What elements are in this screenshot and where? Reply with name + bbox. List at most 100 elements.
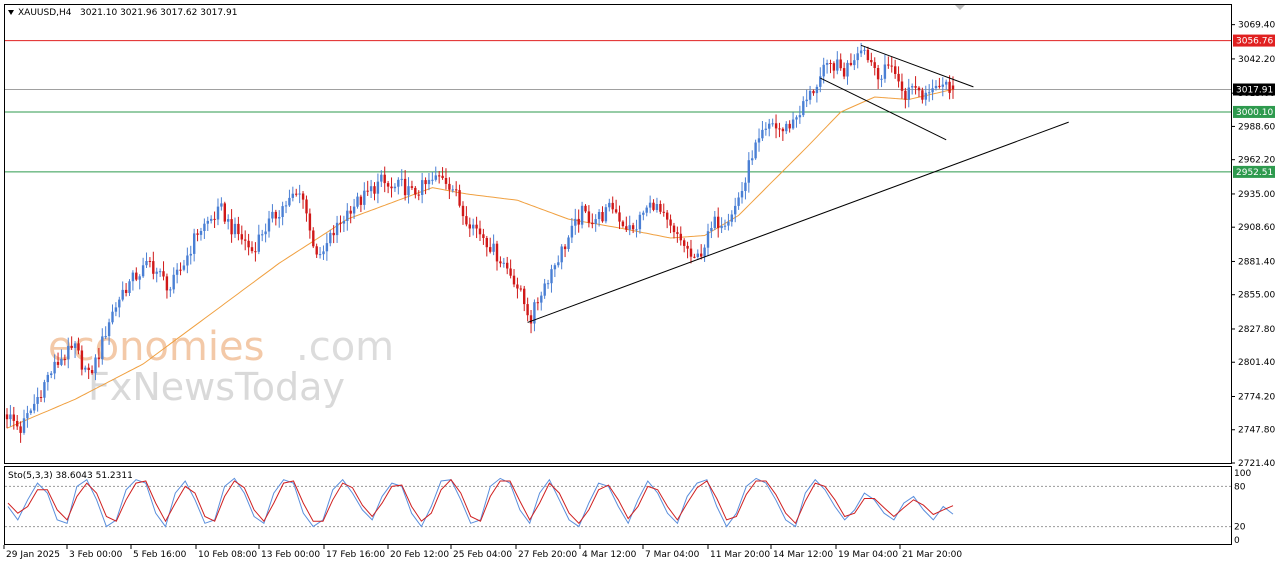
y-tick-label: 3042.20: [1238, 55, 1275, 65]
candle-body: [128, 281, 131, 293]
candle-body: [26, 413, 29, 419]
y-tick-label: 2801.40: [1238, 358, 1275, 368]
candle-body: [12, 414, 15, 421]
candle-body: [897, 73, 900, 82]
candle-body: [771, 123, 774, 125]
candle-body: [914, 86, 917, 88]
reference-lines: [5, 40, 1231, 173]
candle-body: [662, 211, 665, 213]
candle-body: [244, 239, 247, 241]
y-tick-label: 2962.20: [1238, 156, 1275, 166]
candle-body: [478, 228, 482, 235]
candle-body: [890, 65, 893, 67]
candle-body: [938, 85, 941, 87]
candle-body: [19, 426, 22, 433]
x-tick-label: 3 Feb 00:00: [69, 550, 123, 560]
candle-body: [529, 315, 533, 324]
candle-body: [458, 190, 461, 206]
candle-body: [376, 181, 380, 194]
candle-body: [56, 361, 60, 365]
candle-body: [652, 202, 655, 210]
price-badge: [1233, 34, 1275, 47]
candle-body: [873, 62, 876, 68]
candle-body: [516, 284, 519, 289]
candle-body: [318, 254, 322, 256]
candle-body: [366, 190, 369, 192]
y-tick-label: 2908.60: [1238, 223, 1275, 233]
candle-body: [876, 68, 880, 80]
candle-body: [540, 295, 543, 303]
candle-body: [145, 261, 148, 266]
candle-body: [182, 265, 186, 270]
candle-body: [921, 90, 924, 100]
candle-body: [849, 62, 853, 65]
candle-body: [124, 289, 128, 293]
trendline: [820, 77, 947, 141]
candle-body: [383, 174, 386, 184]
candle-body: [267, 218, 271, 232]
candle-body: [768, 123, 771, 129]
candle-body: [5, 414, 9, 420]
candle-body: [700, 253, 703, 257]
stoch-tick-label: 100: [1234, 469, 1251, 479]
candle-body: [325, 243, 329, 252]
candle-body: [917, 87, 921, 91]
x-tick-label: 19 Mar 04:00: [838, 550, 898, 560]
candle-body: [557, 262, 560, 266]
candle-body: [778, 128, 781, 130]
candle-body: [672, 225, 676, 233]
candle-body: [332, 232, 335, 236]
candle-body: [114, 307, 118, 312]
candle-body: [36, 397, 39, 404]
candle-body: [706, 231, 710, 248]
candle-body: [131, 272, 135, 282]
x-tick-label: 17 Feb 16:00: [326, 550, 385, 560]
candle-body: [400, 178, 403, 180]
candle-body: [141, 265, 145, 277]
candle-body: [866, 49, 870, 61]
candle-body: [608, 202, 611, 208]
candle-body: [832, 63, 836, 71]
candle-body: [22, 418, 26, 433]
candle-body: [431, 179, 434, 181]
candle-body: [73, 343, 77, 348]
candle-body: [70, 345, 73, 348]
candle-body: [438, 175, 441, 177]
candle-body: [737, 197, 740, 206]
candle-body: [723, 225, 727, 227]
candle-body: [560, 246, 563, 263]
candle-body: [951, 85, 955, 90]
x-tick-label: 13 Feb 00:00: [261, 550, 320, 560]
scroll-marker-icon[interactable]: [955, 5, 965, 10]
candle-body: [696, 253, 699, 257]
candle-body: [785, 123, 788, 132]
candle-body: [39, 397, 43, 398]
candle-body: [819, 76, 822, 87]
candle-body: [50, 373, 53, 375]
candle-body: [175, 269, 179, 275]
candle-body: [836, 59, 839, 71]
candle-body: [369, 186, 373, 192]
candle-body: [339, 222, 342, 224]
candle-body: [536, 302, 539, 304]
candle-body: [33, 403, 36, 411]
candle-body: [261, 234, 264, 236]
candle-body: [666, 212, 669, 220]
candle-body: [363, 190, 366, 205]
triangle-down-icon[interactable]: [8, 10, 14, 15]
candle-body: [421, 180, 424, 195]
candle-body: [625, 226, 628, 230]
stoch-tick-label: 0: [1234, 536, 1240, 546]
candle-body: [342, 221, 346, 224]
price-badge: [1233, 165, 1275, 178]
candle-body: [591, 222, 594, 225]
candle-body: [506, 262, 509, 269]
candle-body: [553, 265, 557, 270]
candle-body: [247, 240, 250, 248]
candle-body: [155, 271, 158, 274]
candle-body: [352, 206, 356, 214]
candle-body: [526, 304, 529, 316]
moving-average: [6, 88, 954, 429]
candle-body: [948, 81, 951, 93]
candle-body: [945, 81, 948, 85]
